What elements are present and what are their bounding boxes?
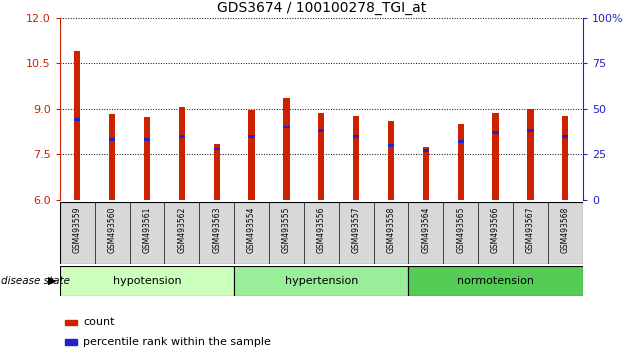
Bar — [457, 124, 464, 200]
Bar — [318, 113, 324, 200]
Text: GSM493563: GSM493563 — [212, 207, 221, 253]
Text: hypertension: hypertension — [285, 275, 358, 286]
Text: normotension: normotension — [457, 275, 534, 286]
Text: GSM493566: GSM493566 — [491, 207, 500, 253]
Bar — [457, 140, 464, 143]
Text: GSM493567: GSM493567 — [526, 207, 535, 253]
Bar — [60, 266, 234, 296]
Bar — [562, 116, 568, 200]
Bar — [527, 109, 534, 200]
Bar — [493, 113, 499, 200]
Text: GSM493559: GSM493559 — [73, 207, 82, 253]
Bar — [318, 129, 324, 132]
Bar — [248, 110, 255, 200]
Bar — [234, 266, 408, 296]
Text: GSM493565: GSM493565 — [456, 207, 465, 253]
Bar — [388, 144, 394, 147]
Bar — [144, 138, 150, 141]
Text: GSM493556: GSM493556 — [317, 207, 326, 253]
Bar — [74, 119, 81, 121]
Bar — [562, 135, 568, 138]
Bar — [214, 144, 220, 200]
Bar — [214, 148, 220, 150]
Bar — [179, 135, 185, 138]
Text: GSM493557: GSM493557 — [352, 207, 360, 253]
Bar — [353, 135, 359, 138]
Text: GSM493568: GSM493568 — [561, 207, 570, 253]
Text: count: count — [83, 318, 115, 327]
Text: GSM493564: GSM493564 — [421, 207, 430, 253]
Text: GSM493560: GSM493560 — [108, 207, 117, 253]
Bar — [179, 107, 185, 200]
Bar — [423, 149, 429, 152]
Text: disease state: disease state — [1, 275, 71, 286]
Bar — [353, 116, 359, 200]
Text: GSM493558: GSM493558 — [387, 207, 396, 253]
Bar — [65, 320, 77, 325]
Bar — [144, 118, 150, 200]
Bar — [527, 129, 534, 132]
Title: GDS3674 / 100100278_TGI_at: GDS3674 / 100100278_TGI_at — [217, 1, 426, 15]
Bar — [493, 131, 499, 134]
Bar — [74, 51, 81, 200]
Text: GSM493562: GSM493562 — [178, 207, 186, 253]
Bar — [284, 98, 290, 200]
Bar — [248, 135, 255, 138]
Bar — [65, 339, 77, 345]
Bar — [109, 138, 115, 141]
Bar — [408, 266, 583, 296]
Text: hypotension: hypotension — [113, 275, 181, 286]
Text: GSM493561: GSM493561 — [142, 207, 151, 253]
Bar — [423, 147, 429, 200]
Text: GSM493555: GSM493555 — [282, 207, 291, 253]
Text: ▶: ▶ — [49, 275, 57, 286]
Text: GSM493554: GSM493554 — [247, 207, 256, 253]
Bar — [388, 121, 394, 200]
Bar — [284, 126, 290, 129]
Text: percentile rank within the sample: percentile rank within the sample — [83, 337, 272, 347]
Bar — [109, 114, 115, 200]
